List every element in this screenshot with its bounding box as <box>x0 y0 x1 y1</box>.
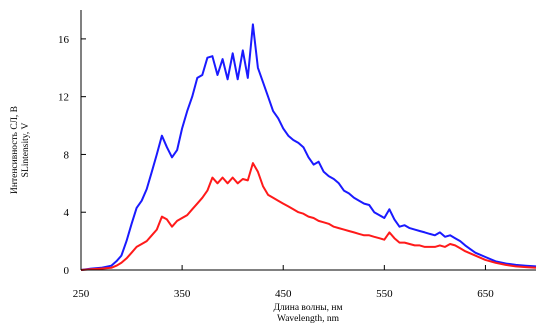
x-tick-label: 650 <box>477 288 494 300</box>
series-layer <box>80 23 537 271</box>
y-tick-label: 12 <box>58 92 69 104</box>
y-tick-label: 16 <box>58 34 70 46</box>
x-tick-label: 450 <box>275 288 292 300</box>
x-tick-label: 250 <box>73 288 90 300</box>
y-axis-label: Интенсивность СЛ, В SLintensity, V <box>2 30 40 270</box>
series-line-1 <box>80 23 537 271</box>
y-axis-label-ru: Интенсивность СЛ, В <box>10 106 20 194</box>
x-axis-label-ru: Длина волны, нм <box>273 303 343 313</box>
x-tick-label: 350 <box>174 288 191 300</box>
axes-layer: 0 4 8 12 16 250 350 450 550 650 <box>58 10 536 300</box>
y-tick-label: 8 <box>64 149 70 161</box>
y-axis-label-en: SLintensity, V <box>21 122 31 178</box>
x-tick-label: 550 <box>376 288 393 300</box>
y-tick-label: 4 <box>64 207 70 219</box>
y-tick-label: 0 <box>64 265 70 277</box>
series-line-2 <box>80 162 537 271</box>
x-axis-label: Длина волны, нм Wavelength, nm <box>80 303 536 325</box>
x-axis-label-en: Wavelength, nm <box>276 314 340 324</box>
